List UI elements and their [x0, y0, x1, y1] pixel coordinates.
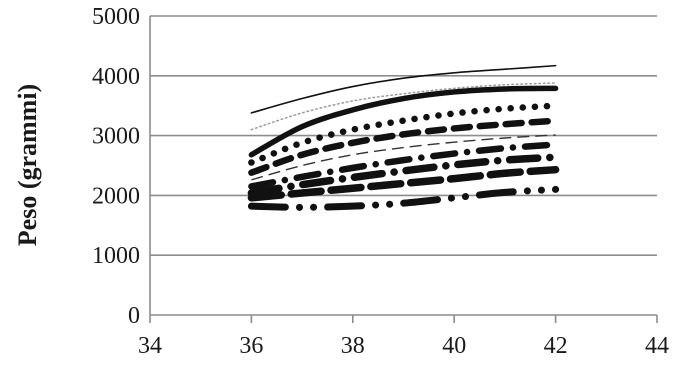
series-line-1	[250, 64, 557, 114]
y-axis-title: Peso (grammi)	[13, 84, 42, 246]
x-tick-label: 36	[239, 333, 263, 359]
y-tick-labels: 0 1000 2000 3000 4000 5000	[92, 4, 140, 329]
series-line-3	[248, 85, 559, 158]
y-tick-label: 1000	[92, 243, 140, 269]
series-line-8	[247, 153, 560, 197]
series-line-2	[250, 82, 557, 131]
series-group	[247, 64, 560, 211]
x-tick-labels: 34 36 38 40 42 44	[138, 333, 669, 359]
y-tick-label: 0	[128, 303, 140, 329]
y-tick-label: 5000	[92, 4, 140, 30]
x-tick-label: 34	[138, 333, 162, 359]
series-line-10	[247, 185, 560, 211]
y-tick-label: 4000	[92, 64, 140, 90]
series-line-5	[248, 117, 559, 176]
x-tick-label: 42	[544, 333, 568, 359]
x-tick-label: 40	[442, 333, 466, 359]
series-line-7	[248, 141, 559, 190]
series-line-6	[251, 134, 556, 181]
series-line-9	[247, 165, 560, 202]
axes	[149, 16, 658, 323]
x-tick-label: 38	[341, 333, 365, 359]
y-tick-label: 2000	[92, 183, 140, 209]
y-tick-label: 3000	[92, 124, 140, 150]
series-line-4	[248, 102, 559, 166]
x-tick-label: 44	[645, 333, 669, 359]
